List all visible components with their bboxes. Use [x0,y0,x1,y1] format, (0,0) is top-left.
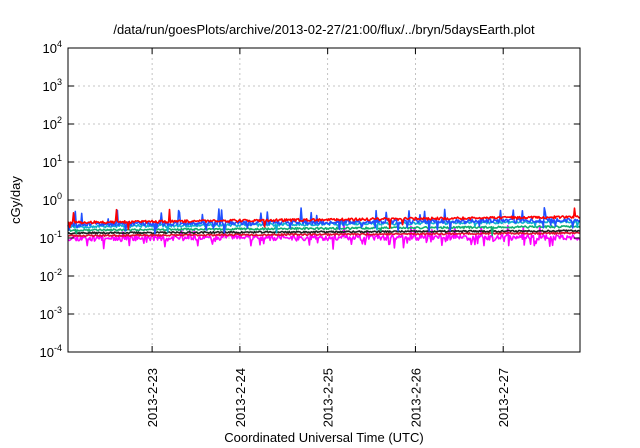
x-tick-label: 2013-2-26 [408,368,423,427]
y-tick-exponent: 4 [57,39,62,49]
y-tick-label: 10-2 [40,267,62,284]
y-tick-base: 10 [43,117,57,132]
y-tick-label: 102 [43,115,62,132]
y-tick-exponent: -1 [54,229,62,239]
y-tick-label: 10-1 [40,229,62,246]
y-tick-label: 10-3 [40,305,62,322]
y-tick-exponent: 3 [57,77,62,87]
y-tick-exponent: -3 [54,305,62,315]
y-tick-base: 10 [43,41,57,56]
y-tick-label: 103 [43,77,62,94]
y-tick-exponent: 1 [57,153,62,163]
x-axis-ticks: 2013-2-23 2013-2-24 2013-2-25 2013-2-26 2013… [145,48,511,427]
x-axis-label: Coordinated Universal Time (UTC) [224,430,423,445]
y-tick-base: 10 [43,79,57,94]
y-tick-base: 10 [40,307,54,322]
y-tick-label: 10-4 [40,343,62,360]
x-tick-label: 2013-2-24 [233,368,248,427]
y-tick-base: 10 [40,345,54,360]
y-tick-exponent: -4 [54,343,62,353]
x-tick-label: 2013-2-25 [321,368,336,427]
data-series-line [67,231,581,238]
x-tick-label: 2013-2-23 [145,368,160,427]
data-series-line [67,224,581,250]
chart-title: /data/run/goesPlots/archive/2013-02-27/2… [113,22,535,37]
y-tick-label: 101 [43,153,62,170]
y-tick-base: 10 [43,193,57,208]
y-tick-label: 104 [43,39,62,56]
y-tick-base: 10 [40,231,54,246]
y-tick-exponent: 0 [57,191,62,201]
y-tick-base: 10 [43,155,57,170]
data-series-group [67,207,581,250]
y-tick-exponent: 2 [57,115,62,125]
y-tick-label: 100 [43,191,62,208]
x-tick-label: 2013-2-27 [496,368,511,427]
data-series-line [67,229,581,235]
y-axis-label: cGy/day [8,176,23,224]
y-tick-base: 10 [40,269,54,284]
grid-lines [68,48,580,352]
data-series-line [67,207,581,231]
y-tick-exponent: -2 [54,267,62,277]
data-series-line [67,225,581,237]
